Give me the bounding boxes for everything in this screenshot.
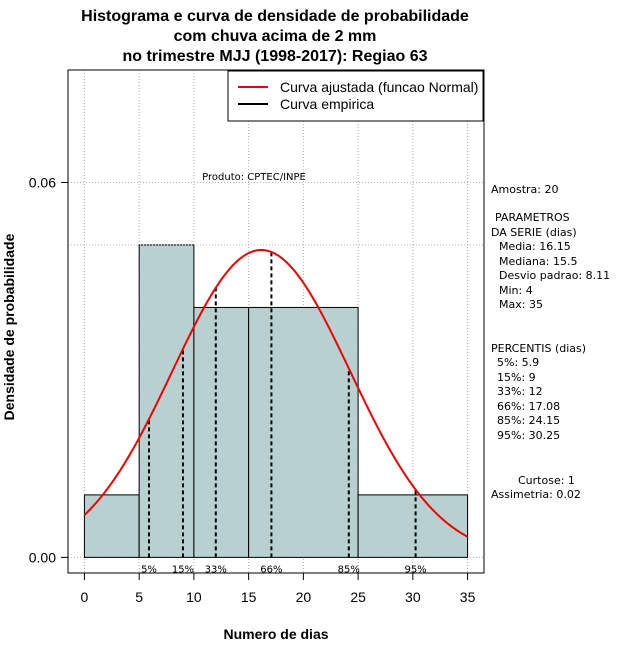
histogram-bars xyxy=(83,244,469,558)
x-tick-label-30: 30 xyxy=(405,589,421,605)
histogram-bar-1 xyxy=(138,244,195,558)
x-tick-label-10: 10 xyxy=(186,589,202,605)
x-axis-label: Numero de dias xyxy=(223,626,328,642)
sample-size: Amostra: 20 xyxy=(491,183,558,196)
percentil-85: 85%: 24.15 xyxy=(497,414,560,427)
param-median: Mediana: 15.5 xyxy=(499,255,577,268)
percentil-33: 33%: 12 xyxy=(497,385,543,398)
legend: Curva ajustada (funcao Normal) Curva emp… xyxy=(227,70,484,122)
percentis-header: PERCENTIS (dias) xyxy=(491,342,586,355)
normal-curve-path xyxy=(83,249,469,538)
x-tick-label-15: 15 xyxy=(241,589,257,605)
y-axis-label: Densidade de probabilidade xyxy=(1,233,17,420)
percentil-5: 5%: 5.9 xyxy=(497,356,539,369)
params-header-1: PARAMETROS xyxy=(495,211,570,224)
x-tick-label-25: 25 xyxy=(350,589,366,605)
histogram-bar-0 xyxy=(83,494,140,558)
param-max: Max: 35 xyxy=(499,298,543,311)
legend-label-normal: Curva ajustada (funcao Normal) xyxy=(280,79,478,95)
param-min: Min: 4 xyxy=(499,284,533,297)
percentile-label-4: 85% xyxy=(338,564,360,575)
percentil-95: 95%: 30.25 xyxy=(497,429,560,442)
percentile-label-0: 5% xyxy=(141,564,157,575)
percentile-lines: 5% 15% 33% 66% 85% 95% xyxy=(141,252,427,575)
histogram-bar-3 xyxy=(248,306,359,558)
histogram-bar-4 xyxy=(357,494,469,558)
skewness: Assimetria: 0.02 xyxy=(491,488,581,501)
legend-label-empirical: Curva empirica xyxy=(280,96,374,112)
param-stddev: Desvio padrao: 8.11 xyxy=(499,269,610,282)
normal-curve xyxy=(83,249,469,538)
x-axis: 0 5 10 15 20 25 30 35 xyxy=(81,572,476,605)
percentil-15: 15%: 9 xyxy=(497,371,536,384)
legend-box xyxy=(227,70,484,122)
y-tick-label-1: 0.06 xyxy=(29,174,56,190)
y-tick-label-0: 0.00 xyxy=(29,549,56,565)
y-axis: 0.00 0.06 xyxy=(29,174,69,565)
chart-title-line-3: no trimestre MJJ (1998-2017): Regiao 63 xyxy=(122,48,427,65)
histogram-bar-2 xyxy=(193,306,250,558)
params-header-2: DA SERIE (dias) xyxy=(491,226,577,239)
percentile-label-5: 95% xyxy=(404,564,426,575)
percentile-label-3: 66% xyxy=(260,564,282,575)
x-tick-label-20: 20 xyxy=(296,589,312,605)
param-mean: Media: 16.15 xyxy=(499,240,571,253)
percentil-66: 66%: 17.08 xyxy=(497,400,560,413)
product-annotation: Produto: CPTEC/INPE xyxy=(202,172,306,183)
x-tick-label-0: 0 xyxy=(81,589,89,605)
chart-title-line-2: com chuva acima de 2 mm xyxy=(174,28,377,45)
statistics-panel: Amostra: 20 PARAMETROS DA SERIE (dias) M… xyxy=(491,183,610,501)
percentile-label-2: 33% xyxy=(205,564,227,575)
kurtosis: Curtose: 1 xyxy=(518,474,575,487)
chart-title-line-1: Histograma e curva de densidade de proba… xyxy=(81,8,469,25)
x-tick-label-35: 35 xyxy=(460,589,476,605)
x-tick-label-5: 5 xyxy=(135,589,143,605)
percentile-label-1: 15% xyxy=(172,564,194,575)
